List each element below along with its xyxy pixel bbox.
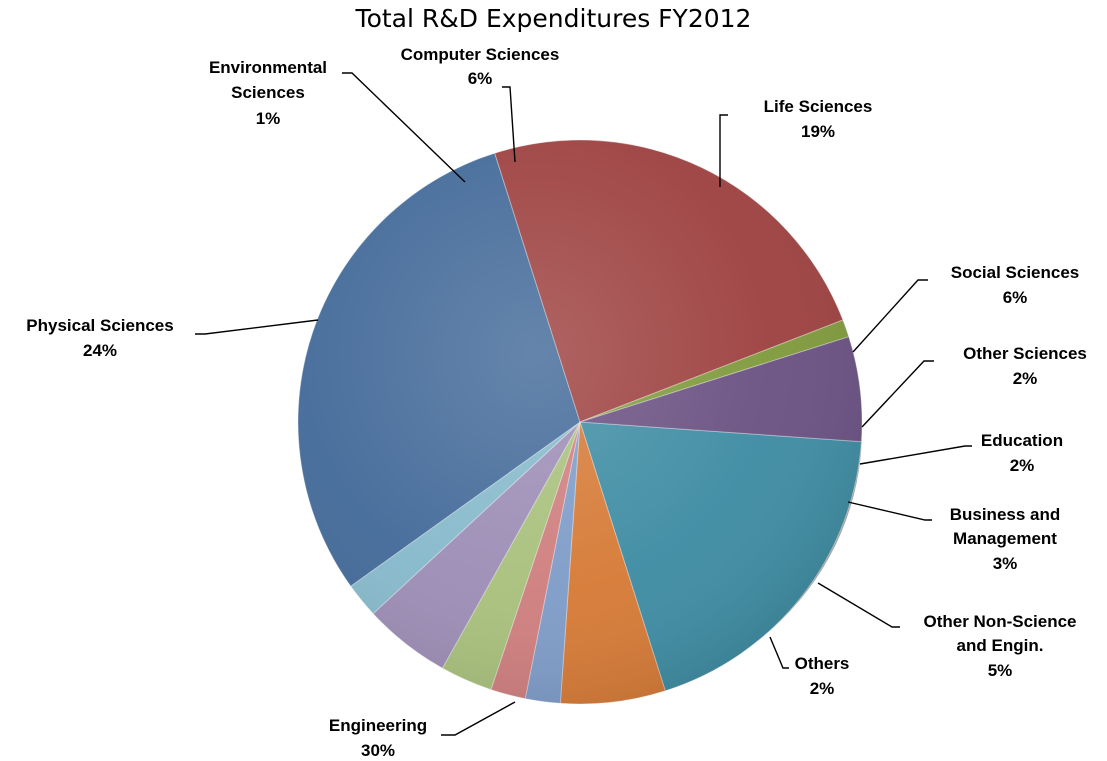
slice-label: 6% [468,69,493,88]
slice-label: Education [981,431,1063,450]
slice-label: 1% [256,109,281,128]
slice-label: Others [795,654,850,673]
leader-line [769,636,789,669]
leader-line [859,445,972,465]
slice-label: and Engin. [957,636,1044,655]
slice-label: Other Non-Science [923,612,1076,631]
slice-label: 5% [988,661,1013,680]
leader-line [861,360,934,428]
slice-label: Computer Sciences [401,45,560,64]
leader-line [502,86,516,163]
leader-line [719,114,728,187]
slice-label: Other Sciences [963,344,1087,363]
slice-label: 30% [361,741,395,760]
leader-line [195,319,319,335]
slice-label: Management [953,529,1057,548]
leader-line [847,501,932,521]
slice-label: Business and [950,505,1061,524]
chart-title: Total R&D Expenditures FY2012 [355,4,752,33]
slice-label: 2% [1013,369,1038,388]
slice-label: Social Sciences [951,263,1080,282]
slice-label: 2% [810,679,835,698]
slice-label: 3% [993,554,1018,573]
slice-label: Physical Sciences [26,316,173,335]
slice-label: Sciences [231,83,305,102]
pie-slices [297,139,863,705]
slice-label: 6% [1003,288,1028,307]
slice-labels: Life Sciences 19% Social Sciences 6% Other S… [26,45,1087,760]
leader-line [441,701,516,736]
slice-label: 19% [801,122,835,141]
leader-line [817,582,900,628]
leader-line [852,279,928,353]
slice-label: 24% [83,341,117,360]
slice-label: Environmental [209,58,327,77]
leader-lines [195,72,972,736]
leader-line [342,72,466,183]
slice-label: 2% [1010,456,1035,475]
slice-label: Life Sciences [764,97,873,116]
slice-label: Engineering [329,716,427,735]
